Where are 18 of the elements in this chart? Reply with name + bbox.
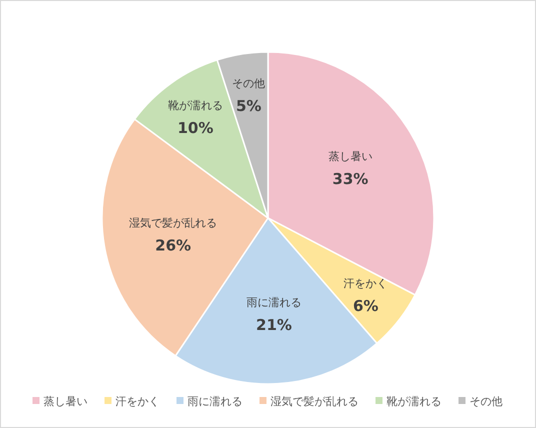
data-label: 5% bbox=[236, 97, 262, 116]
data-label: 26% bbox=[155, 236, 192, 254]
data-label: 33% bbox=[332, 170, 368, 188]
slice-label: 雨に濡れる bbox=[246, 296, 302, 310]
legend-label: 湿気で髪が乱れる bbox=[270, 395, 358, 408]
slice-label: その他 bbox=[232, 77, 266, 90]
legend-label: 汗をかく bbox=[116, 395, 160, 408]
legend-label: 雨に濡れる bbox=[188, 395, 242, 408]
slice-label: 蒸し暑い bbox=[328, 150, 372, 164]
slice-label: 靴が濡れる bbox=[168, 98, 223, 112]
slice-label: 汗をかく bbox=[344, 277, 388, 290]
data-label: 6% bbox=[352, 297, 378, 316]
data-label: 21% bbox=[256, 316, 292, 334]
legend-label: 靴が濡れる bbox=[386, 395, 442, 408]
legend-label: その他 bbox=[470, 395, 502, 408]
slice-label: 湿気で髪が乱れる bbox=[129, 216, 218, 230]
legend-label: 蒸し暑い bbox=[44, 395, 88, 408]
data-label: 10% bbox=[177, 118, 214, 137]
